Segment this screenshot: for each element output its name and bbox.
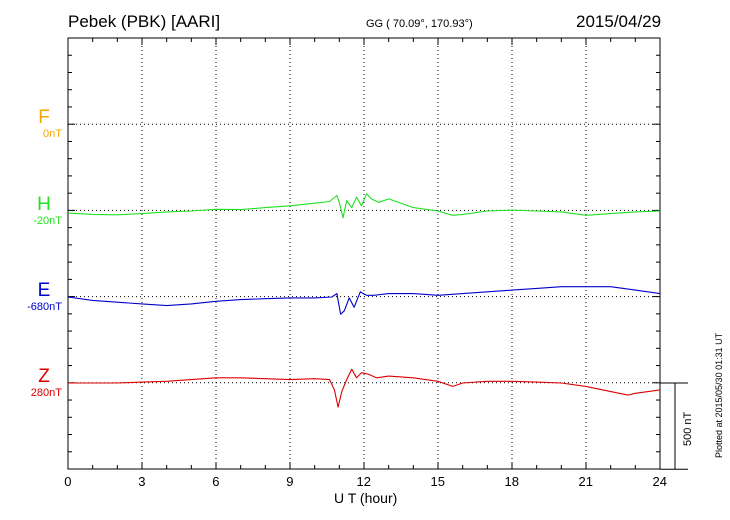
x-tick-label: 3 [138,474,146,489]
station-title: Pebek (PBK) [AARI] [68,12,221,31]
grid-lines [68,38,660,469]
series-lines [67,193,661,408]
channel-baseline-f: 0nT [43,128,62,140]
channel-baseline-h: -20nT [33,215,62,227]
scale-bar-label: 500 nT [682,411,694,446]
x-tick-label: 9 [286,474,294,489]
scale-bar [660,382,688,470]
x-tick-label: 15 [430,474,445,489]
series-line-h [67,193,661,219]
plotted-timestamp: Plotted at 2015/05/30 01:31 UT [714,332,724,458]
channel-baseline-e: -680nT [27,301,62,313]
series-line-z [68,368,661,408]
channel-name-h: H [37,194,51,215]
x-axis-label: U T (hour) [334,490,398,506]
x-ticks [67,37,661,469]
x-tick-label: 24 [652,474,667,489]
channel-name-f: F [38,107,50,128]
chart-date: 2015/04/29 [576,12,662,31]
x-tick-label: 21 [578,474,593,489]
x-tick-label: 6 [212,474,220,489]
station-coords: GG ( 70.09°, 170.93°) [366,18,473,30]
series-line-e [67,286,661,315]
channel-name-e: E [37,280,51,301]
x-tick-label: 12 [356,474,371,489]
channel-baseline-z: 280nT [30,387,62,399]
channel-name-z: Z [38,366,50,387]
x-tick-label: 0 [64,474,72,489]
x-tick-label: 18 [504,474,519,489]
